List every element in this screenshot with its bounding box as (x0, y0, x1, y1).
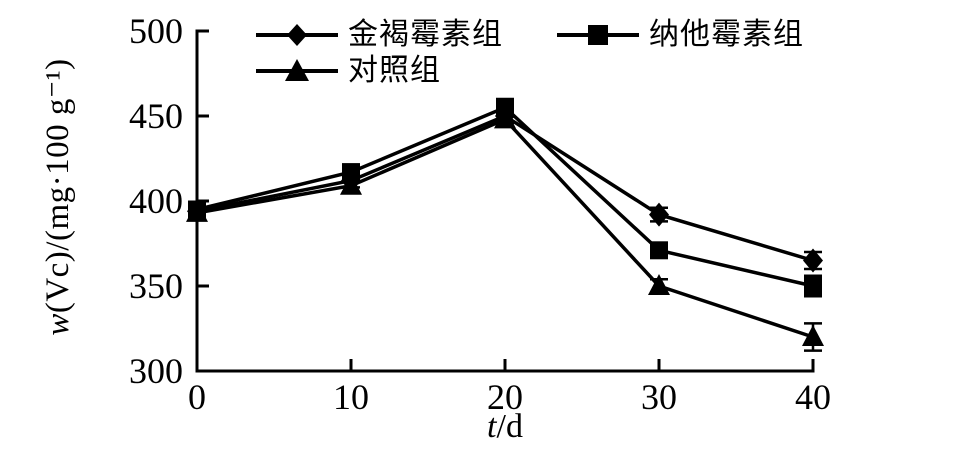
y-axis-label-variable: w (40, 313, 76, 336)
triangle-data-point (648, 274, 670, 295)
square-data-point (342, 163, 360, 182)
y-tick-label: 450 (129, 96, 183, 136)
triangle-data-point (186, 200, 208, 222)
diamond-marker-icon (256, 24, 338, 46)
x-tick-label: 30 (641, 377, 677, 417)
square-marker-icon (557, 25, 639, 45)
triangle-marker-icon (256, 59, 338, 81)
diamond-data-point (803, 248, 823, 273)
triangle-data-point (340, 173, 362, 195)
x-axis-label: t/d (487, 408, 523, 446)
series-line-2 (196, 117, 814, 339)
legend-label: 纳他霉素组 (649, 18, 804, 51)
x-tick-label: 0 (188, 377, 206, 417)
y-axis-label: w(Vc)/(mg·100 g⁻¹) (37, 58, 77, 335)
x-tick-label: 20 (487, 377, 523, 417)
square-data-point (804, 277, 822, 295)
y-tick-label: 400 (129, 181, 183, 221)
diamond-data-point (649, 202, 669, 227)
legend-row-2: 对照组 (256, 54, 804, 88)
legend-item-jinhemeisu: 金褐霉素组 (256, 18, 503, 52)
square-data-point (650, 241, 668, 260)
x-tick-label: 40 (795, 377, 831, 417)
legend-label: 金褐霉素组 (348, 18, 503, 51)
triangle-data-point (802, 325, 824, 346)
legend-item-natamycin: 纳他霉素组 (557, 18, 804, 52)
legend-label: 对照组 (348, 54, 441, 87)
x-tick-label: 10 (333, 377, 369, 417)
legend: 金褐霉素组 纳他霉素组 对照组 (256, 18, 804, 88)
y-tick-label: 300 (129, 351, 183, 391)
y-tick-label: 500 (129, 11, 183, 51)
x-axis-label-variable: t (487, 408, 497, 445)
axes (195, 29, 815, 373)
x-axis-label-units: /d (496, 408, 523, 445)
y-tick-label: 350 (129, 266, 183, 306)
legend-row-1: 金褐霉素组 纳他霉素组 (256, 18, 804, 52)
y-axis-label-units: (Vc)/(mg·100 g⁻¹) (40, 58, 76, 314)
legend-item-control: 对照组 (256, 54, 441, 88)
triangle-data-point (494, 107, 516, 129)
